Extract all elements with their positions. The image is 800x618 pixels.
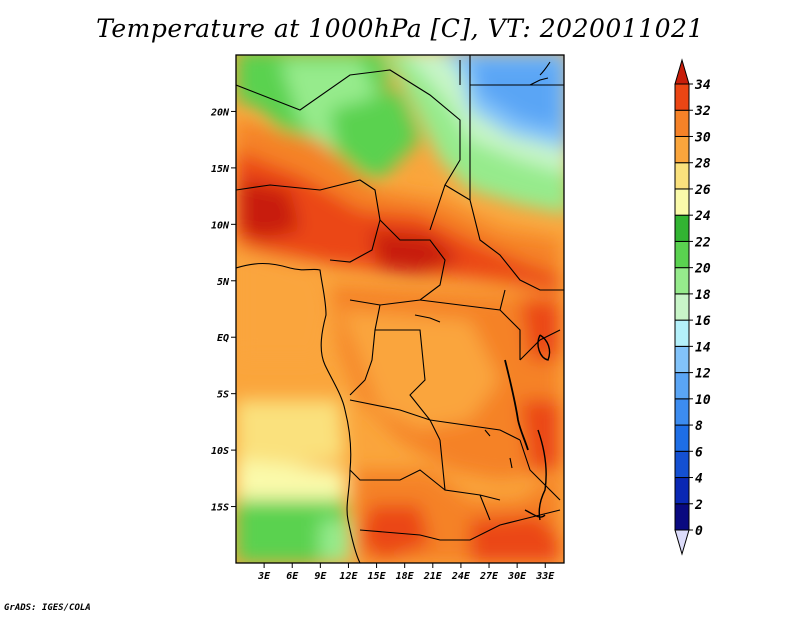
lat-tick-label: 5S	[217, 390, 229, 401]
colorbar-label: 26	[694, 183, 711, 198]
colorbar-label: 8	[695, 419, 703, 434]
colorbar-swatch	[674, 450, 690, 479]
coastlines-borders	[236, 55, 564, 563]
colorbar-label: 6	[695, 445, 703, 460]
colorbar-swatch	[674, 162, 690, 190]
colorbar-swatch	[674, 240, 690, 269]
colorbar-swatch	[674, 477, 690, 505]
lat-tick-label: 5N	[217, 277, 230, 288]
colorbar-swatch	[674, 372, 690, 400]
colorbar-label: 10	[695, 393, 711, 408]
lon-tick-label: 33E	[535, 571, 555, 582]
colorbar-label: 14	[695, 340, 711, 355]
colorbar-swatch	[674, 398, 690, 426]
colorbar-swatch	[674, 83, 690, 111]
colorbar-label: 4	[695, 472, 703, 487]
lat-tick-label: 10N	[211, 220, 230, 231]
lat-tick-label: 10S	[211, 446, 229, 457]
colorbar-label: 32	[694, 104, 711, 119]
colorbar-label: 30	[694, 130, 711, 145]
grads-credit: GrADS: IGES/COLA	[4, 603, 91, 613]
colorbar-swatch	[674, 188, 690, 216]
lon-tick-label: 21E	[423, 571, 443, 582]
lon-tick-label: 15E	[368, 571, 387, 582]
lat-tick-label: 15N	[211, 164, 230, 175]
colorbar-label: 28	[694, 157, 711, 172]
lat-tick-label: 20N	[210, 107, 230, 118]
colorbar-swatch	[674, 424, 690, 452]
colorbar-swatch	[674, 503, 690, 531]
colorbar-label: 0	[695, 524, 703, 539]
lon-tick-label: 27E	[479, 571, 499, 582]
lon-tick-label: 18E	[396, 571, 415, 582]
colorbar-label: 20	[694, 262, 711, 277]
colorbar-label: 22	[694, 235, 711, 250]
temperature-field	[236, 55, 564, 563]
colorbar-top-arrow	[674, 58, 690, 85]
colorbar-label: 12	[695, 367, 711, 382]
lon-tick-label: 6E	[286, 571, 299, 582]
lon-tick-label: 24E	[451, 571, 471, 582]
lon-tick-label: 9E	[314, 571, 327, 582]
colorbar-swatch	[674, 319, 690, 347]
colorbar-swatch	[674, 267, 690, 295]
latitude-axis: 20N 15N 10N 5N EQ 5S 10S 15S	[210, 107, 236, 514]
map-title: Temperature at 1000hPa [C], VT: 20200110…	[96, 14, 704, 43]
lat-tick-label: 15S	[211, 503, 229, 514]
longitude-axis: 3E 6E 9E 12E 15E 18E 21E 24E 27E 30E 33E	[257, 563, 555, 582]
colorbar-swatch	[674, 214, 690, 242]
lon-tick-label: 3E	[257, 571, 271, 582]
colorbar-label: 18	[695, 288, 711, 303]
lat-tick-label: EQ	[217, 333, 229, 344]
lon-tick-label: 30E	[507, 571, 527, 582]
colorbar-swatch	[674, 293, 690, 321]
colorbar-swatch	[674, 109, 690, 137]
colorbar-label: 24	[694, 209, 711, 224]
colorbar-bottom-arrow	[674, 529, 690, 556]
colorbar-label: 34	[694, 78, 711, 93]
lon-tick-label: 12E	[339, 571, 358, 582]
map-frame	[235, 54, 565, 564]
colorbar-label: 2	[694, 498, 703, 513]
colorbar-swatch	[674, 135, 690, 164]
colorbar-label: 16	[695, 314, 711, 329]
colorbar-swatch	[674, 345, 690, 374]
